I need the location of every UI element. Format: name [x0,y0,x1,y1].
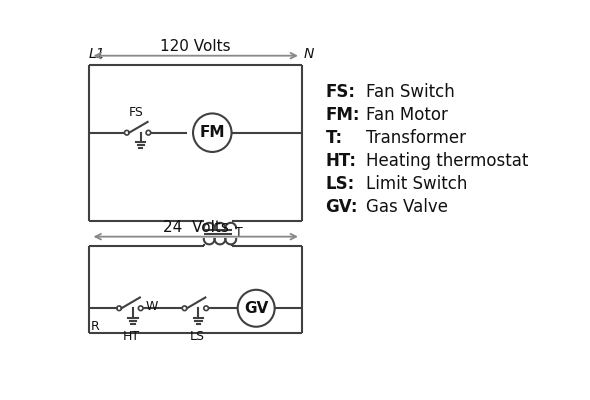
Text: L1: L1 [89,47,106,61]
Text: 120 Volts: 120 Volts [160,39,231,54]
Text: Fan Motor: Fan Motor [366,106,448,124]
Text: GV:: GV: [326,198,358,216]
Text: LS:: LS: [326,175,355,193]
Text: LS: LS [189,330,204,343]
Text: HT:: HT: [326,152,356,170]
Text: W: W [145,300,158,313]
Text: FS:: FS: [326,83,355,101]
Text: FM: FM [199,125,225,140]
Text: Gas Valve: Gas Valve [366,198,448,216]
Text: FS: FS [129,106,143,119]
Text: Transformer: Transformer [366,129,466,147]
Text: GV: GV [244,301,268,316]
Text: T:: T: [326,129,343,147]
Text: Fan Switch: Fan Switch [366,83,455,101]
Text: R: R [91,320,99,333]
Text: 24  Volts: 24 Volts [163,220,229,235]
Text: Heating thermostat: Heating thermostat [366,152,529,170]
Text: N: N [304,47,314,61]
Text: T: T [235,226,242,238]
Text: FM:: FM: [326,106,360,124]
Text: Limit Switch: Limit Switch [366,175,468,193]
Text: HT: HT [123,330,140,343]
